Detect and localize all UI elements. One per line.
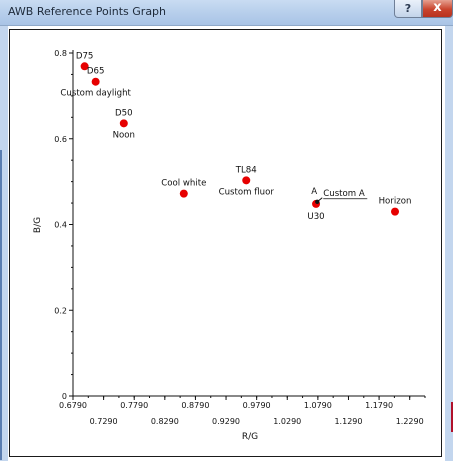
y-tick-label: 0.2 <box>54 306 67 315</box>
x-tick-label: 0.9790 <box>243 401 271 410</box>
x-axis-title: R/G <box>242 432 258 442</box>
x-tick-label: 0.9290 <box>212 417 240 426</box>
custom-a-letter: A <box>311 187 317 197</box>
point-label: D75 <box>76 51 94 61</box>
point-sublabel: Custom fluor <box>219 187 275 197</box>
x-tick-label: 0.6790 <box>59 401 87 410</box>
help-button[interactable]: ? <box>394 0 422 18</box>
x-tick-label: 1.0290 <box>273 417 301 426</box>
data-point-d50 <box>119 119 128 128</box>
point-label: TL84 <box>235 165 257 175</box>
y-tick-label: 0.8 <box>54 49 67 58</box>
x-tick-label: 0.7290 <box>90 417 118 426</box>
point-label: D65 <box>87 67 105 77</box>
point-label: Cool white <box>161 179 206 189</box>
x-tick-label: 1.2290 <box>396 417 424 426</box>
x-tick-label: 1.0790 <box>304 401 332 410</box>
window-edge-accent <box>0 150 2 460</box>
data-point-d75 <box>80 62 89 71</box>
y-axis-title: B/G <box>33 217 43 233</box>
data-point-horizon <box>391 207 400 216</box>
custom-a-leader <box>316 197 323 203</box>
x-tick-label: 0.8290 <box>151 417 179 426</box>
help-icon: ? <box>404 2 412 15</box>
point-label: D50 <box>115 108 133 118</box>
data-point-tl84 <box>242 176 251 185</box>
x-tick-label: 0.8790 <box>181 401 209 410</box>
y-tick-label: 0.6 <box>54 135 67 144</box>
y-tick-label: 0.4 <box>54 221 67 230</box>
point-label: U30 <box>307 212 324 222</box>
window-title: AWB Reference Points Graph <box>8 5 167 18</box>
point-sublabel: Noon <box>113 130 135 140</box>
x-tick-label: 1.1290 <box>334 417 362 426</box>
plot-area <box>8 26 445 461</box>
close-icon: x <box>433 0 442 15</box>
title-bar[interactable]: AWB Reference Points Graph ? x <box>0 0 453 26</box>
window-frame-right <box>445 26 453 461</box>
custom-a-tag: Custom A <box>323 189 365 199</box>
window-edge-accent-right <box>451 402 453 432</box>
data-point-d65 <box>91 77 100 86</box>
x-tick-label: 1.1790 <box>365 401 393 410</box>
window-frame-left <box>0 26 8 461</box>
x-tick-label: 0.7790 <box>120 401 148 410</box>
plot-border <box>9 29 442 457</box>
point-sublabel: Custom daylight <box>60 89 131 99</box>
point-label: Horizon <box>379 197 412 207</box>
y-tick-label: 0 <box>62 392 67 401</box>
data-point-cool-white <box>179 189 188 198</box>
